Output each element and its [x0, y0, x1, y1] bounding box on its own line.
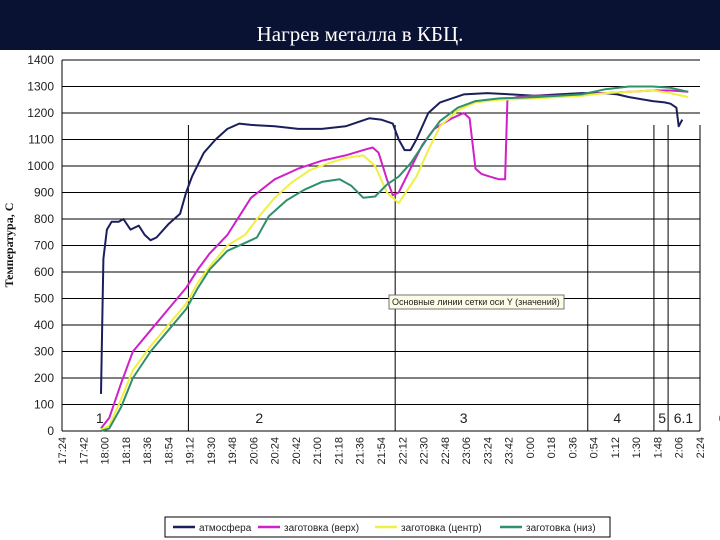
x-tick-label-24: 0:36 [567, 437, 579, 458]
x-tick-label-25: 0:54 [589, 437, 601, 458]
stage-label-2: 2 [255, 410, 263, 426]
x-tick-label-20: 23:24 [482, 437, 494, 465]
series-line-2 [100, 89, 689, 430]
legend-label-1: атмосфера [199, 522, 252, 534]
y-tick-label-0: 0 [47, 424, 54, 438]
x-tick-label-23: 0:18 [546, 437, 558, 458]
y-tick-label-500: 500 [34, 292, 54, 306]
y-tick-label-900: 900 [34, 186, 54, 200]
title-band [0, 0, 720, 50]
series-line-4 [100, 85, 689, 432]
tooltip-box [388, 294, 565, 310]
stage-label-4: 4 [613, 410, 621, 426]
stage-label-1: 1 [96, 410, 104, 426]
y-tick-label-1000: 1000 [27, 159, 54, 173]
x-tick-label-7: 19:30 [206, 437, 218, 465]
x-tick-label-19: 23:06 [461, 437, 473, 465]
x-tick-label-28: 1:48 [652, 437, 664, 458]
x-tick-label-2: 18:00 [100, 437, 112, 465]
slide-title: Нагрев металла в КБЦ. [256, 22, 464, 46]
x-tick-label-12: 21:00 [312, 437, 324, 465]
x-tick-label-16: 22:12 [397, 437, 409, 465]
y-tick-label-200: 200 [34, 371, 54, 385]
y-tick-label-800: 800 [34, 212, 54, 226]
stage-label-5: 5 [658, 410, 666, 426]
x-tick-label-21: 23:42 [504, 437, 516, 465]
x-tick-label-29: 2:06 [674, 437, 686, 458]
x-tick-label-18: 22:48 [440, 437, 452, 465]
x-tick-label-9: 20:06 [248, 437, 260, 465]
x-tick-label-6: 19:12 [185, 437, 197, 465]
x-tick-label-26: 1:12 [610, 437, 622, 458]
y-tick-label-1200: 1200 [27, 106, 54, 120]
series-line-3 [100, 89, 689, 431]
legend-label-2: заготовка (верх) [284, 523, 359, 534]
legend-label-4: заготовка (низ) [526, 523, 596, 534]
y-tick-label-400: 400 [34, 318, 54, 332]
y-axis-label: Температура, С [2, 203, 16, 288]
x-tick-label-10: 20:24 [270, 437, 282, 465]
y-tick-label-1300: 1300 [27, 80, 54, 94]
x-tick-label-15: 21:54 [376, 437, 388, 465]
x-tick-label-27: 1:30 [631, 437, 643, 458]
tooltip-text: Основные линии сетки оси Y (значений) [392, 297, 560, 307]
x-tick-label-1: 17:42 [78, 437, 90, 465]
x-tick-label-17: 22:30 [419, 437, 431, 465]
x-tick-label-8: 19:48 [227, 437, 239, 465]
x-tick-label-14: 21:36 [355, 437, 367, 465]
stage-label-3: 3 [460, 410, 468, 426]
x-tick-label-13: 21:18 [333, 437, 345, 465]
x-tick-label-0: 17:24 [57, 437, 69, 465]
x-tick-label-30: 2:24 [695, 437, 707, 458]
y-tick-label-1400: 1400 [27, 53, 54, 67]
legend-label-3: заготовка (центр) [401, 523, 482, 534]
y-tick-label-1100: 1100 [28, 133, 54, 147]
x-tick-label-5: 18:54 [163, 437, 175, 465]
y-tick-label-700: 700 [34, 239, 54, 253]
x-tick-label-4: 18:36 [142, 437, 154, 465]
y-tick-label-100: 100 [34, 398, 54, 412]
x-tick-label-3: 18:18 [121, 437, 133, 465]
y-tick-label-300: 300 [34, 345, 54, 359]
stage-label-7: 6.2 [719, 410, 720, 426]
stage-label-6: 6.1 [674, 410, 694, 426]
x-tick-label-22: 0:00 [525, 437, 537, 458]
x-tick-label-11: 20:42 [291, 437, 303, 465]
y-tick-label-600: 600 [34, 265, 54, 279]
